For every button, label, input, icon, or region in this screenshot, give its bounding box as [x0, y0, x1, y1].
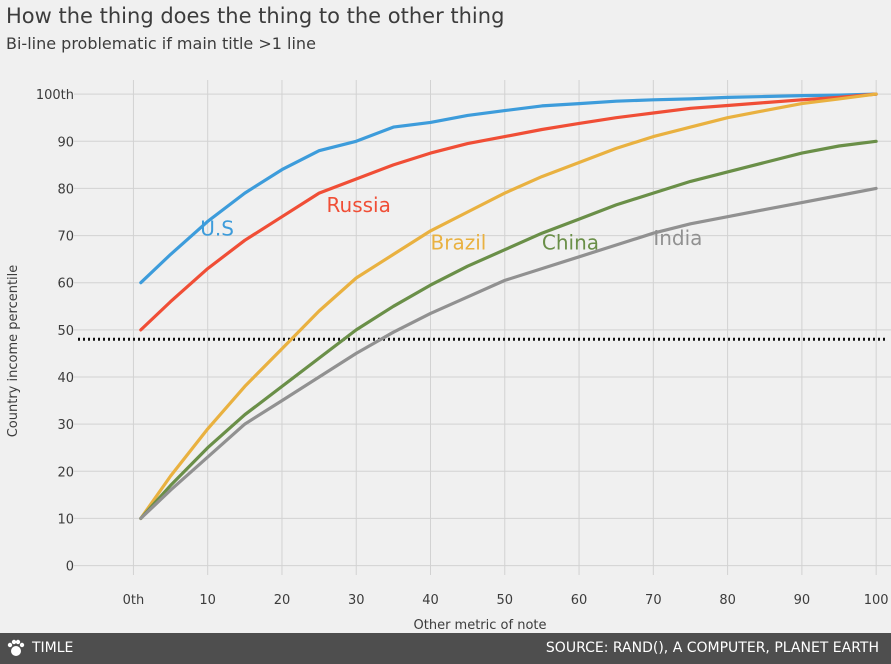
y-tick-label: 70 — [57, 230, 74, 245]
x-tick-label: 20 — [274, 593, 291, 608]
series-line-us — [139, 92, 878, 285]
x-tick-label: 80 — [719, 593, 736, 608]
y-tick-label: 50 — [57, 324, 74, 339]
series-lines — [139, 92, 878, 521]
x-tick-label: 10 — [199, 593, 216, 608]
series-label: India — [653, 226, 702, 250]
y-tick-label: 10 — [57, 512, 74, 527]
x-tick-label: 40 — [422, 593, 439, 608]
y-tick-label: 40 — [57, 371, 74, 386]
y-tick-label: 20 — [57, 465, 74, 480]
x-tick-label: 100 — [864, 593, 889, 608]
footer-brand: TIMLE — [32, 640, 74, 656]
series-label: Brazil — [431, 231, 487, 255]
axis-ticks: 0 10 20 30 40 50 60 70 80 90 100th 0th 10 20 30 40 50 60 7… — [36, 88, 889, 608]
chart-subtitle: Bi-line problematic if main title >1 lin… — [6, 34, 316, 53]
y-axis-label: Country income percentile — [6, 265, 21, 438]
footer-bar: TIMLE SOURCE: RAND(), A COMPUTER, PLANET… — [0, 633, 891, 664]
chart-title: How the thing does the thing to the othe… — [6, 4, 505, 28]
series-line-brazil — [139, 92, 878, 521]
line-chart: 0 10 20 30 40 50 60 70 80 90 100th 0th 10 20 30 40 50 60 7… — [6, 80, 891, 633]
y-tick-label: 60 — [57, 277, 74, 292]
series-label: Russia — [327, 193, 391, 217]
y-tick-label: 0 — [66, 560, 74, 575]
y-tick-label: 90 — [57, 135, 74, 150]
x-tick-label: 60 — [571, 593, 588, 608]
y-tick-label: 30 — [57, 418, 74, 433]
x-tick-label: 90 — [794, 593, 811, 608]
x-tick-label: 0th — [123, 593, 145, 608]
x-tick-label: 30 — [348, 593, 365, 608]
grid-lines — [74, 80, 891, 575]
series-line-india — [139, 186, 878, 521]
series-line-china — [139, 139, 878, 521]
series-label: U.S — [200, 217, 234, 241]
x-axis-label: Other metric of note — [414, 618, 547, 633]
series-line-russia — [139, 92, 878, 332]
series-labels: U.S Russia Brazil China India — [200, 193, 702, 255]
y-tick-label: 100th — [36, 88, 74, 103]
paw-logo-icon — [7, 639, 25, 656]
series-label: China — [542, 231, 599, 255]
footer-source: SOURCE: RAND(), A COMPUTER, PLANET EARTH — [545, 640, 879, 656]
x-tick-label: 50 — [497, 593, 514, 608]
x-tick-label: 70 — [645, 593, 662, 608]
y-tick-label: 80 — [57, 182, 74, 197]
